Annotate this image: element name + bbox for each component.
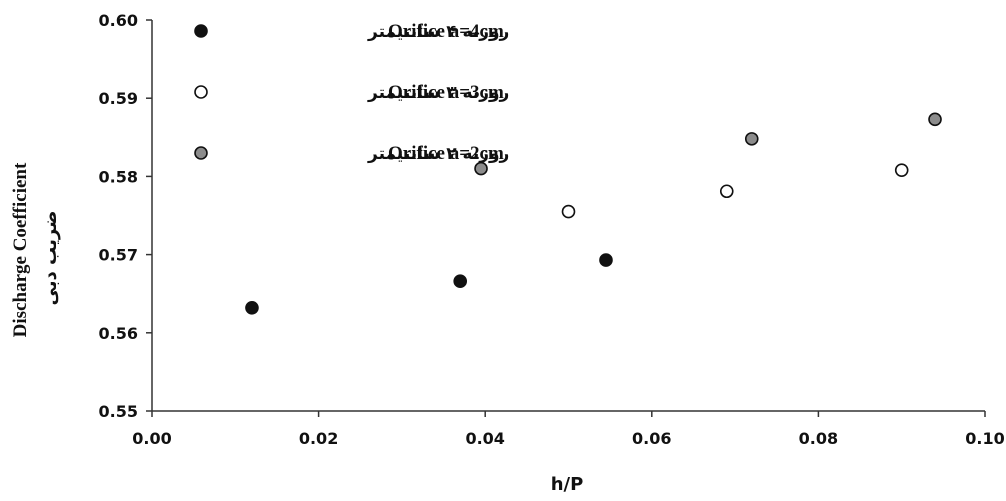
data-point-series-3 (928, 112, 942, 127)
y-axis-ticks: 0.55 0.56 0.57 0.58 0.59 0.60 (99, 11, 152, 421)
y-tick-label: 0.57 (99, 246, 138, 265)
x-axis-title: h/P (551, 474, 584, 495)
data-point-series-1 (245, 300, 259, 315)
legend-marker (194, 146, 208, 160)
x-tick-label: 0.06 (632, 429, 671, 448)
legend-label-persian: روزنه ۴ سانتیمتر (367, 22, 509, 42)
data-point-series-1 (453, 274, 468, 288)
data-point-series-3 (744, 132, 759, 146)
axes (151, 20, 985, 412)
data-point-series-2 (561, 204, 576, 219)
data-point-series-3 (474, 161, 488, 176)
data-point-series-2 (894, 163, 909, 177)
y-tick-label: 0.59 (99, 89, 138, 108)
legend-label-persian: روزنه ۲ سانتیمتر (367, 144, 509, 164)
y-tick-label: 0.60 (99, 11, 138, 30)
x-tick-label: 0.04 (465, 429, 504, 448)
data-point-series-2 (719, 184, 734, 199)
x-tick-label: 0.10 (965, 429, 1004, 448)
x-tick-label: 0.00 (132, 429, 171, 448)
legend-label: Orifice a=2cm (388, 143, 504, 164)
y-axis-title-persian: ضریب دبی (40, 211, 61, 306)
y-tick-label: 0.56 (99, 324, 138, 343)
data-point-series-1 (599, 253, 613, 267)
legend-label: Orifice a=3cm (388, 82, 504, 103)
x-axis-ticks: 0.00 0.02 0.04 0.06 0.08 0.10 (132, 411, 1005, 448)
legend-marker (194, 24, 208, 38)
x-tick-label: 0.08 (799, 429, 838, 448)
legend-label: Orifice a=4cm (388, 21, 504, 42)
legend-label-persian: روزنه ۳ سانتیمتر (367, 83, 509, 103)
data-points (245, 112, 942, 315)
y-tick-label: 0.55 (99, 402, 138, 421)
x-tick-label: 0.02 (299, 429, 338, 448)
y-tick-label: 0.58 (99, 167, 138, 186)
legend-marker (194, 85, 208, 99)
y-axis-title: Discharge Coefficient (10, 162, 31, 337)
